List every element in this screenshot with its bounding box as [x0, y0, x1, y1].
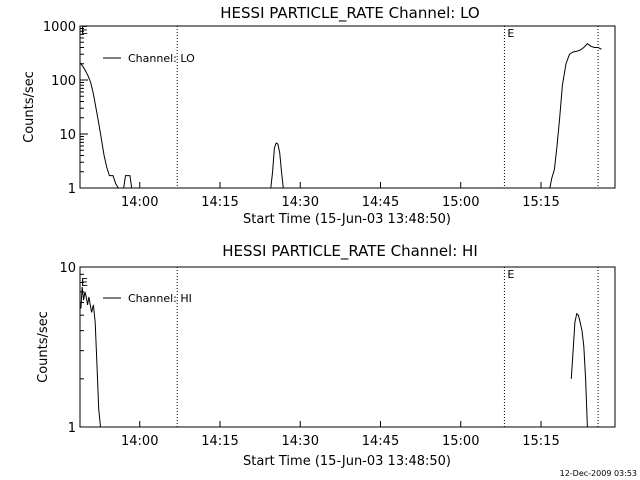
x-tick-label: 14:00 — [121, 195, 158, 210]
x-tick-label: 14:45 — [362, 434, 399, 449]
x-tick-label: 14:00 — [121, 434, 158, 449]
x-tick-label: 14:15 — [201, 195, 238, 210]
panel-hi-yticks: 1 10 — [59, 261, 88, 436]
y-tick-label: 1000 — [43, 20, 76, 35]
y-tick-label: 10 — [59, 261, 76, 276]
hi-corner-e-mark: E — [81, 276, 88, 289]
footer-timestamp: 12-Dec-2009 03:53 — [560, 469, 637, 478]
x-tick-label: 14:15 — [201, 434, 238, 449]
y-tick-label: 1 — [68, 421, 76, 436]
legend-entry-hi: Channel: HI — [128, 292, 192, 305]
x-tick-label: 14:30 — [282, 434, 319, 449]
panel-lo-ylabel: Counts/sec — [22, 71, 37, 143]
panel-hi-title: HESSI PARTICLE_RATE Channel: HI — [222, 242, 478, 261]
panel-lo-markers: E — [176, 26, 599, 188]
y-tick-label: 100 — [51, 74, 76, 89]
panel-lo-xlabel: Start Time (15-Jun-03 13:48:50) — [243, 212, 451, 227]
panel-lo-frame — [79, 25, 616, 189]
x-tick-label: 14:45 — [362, 195, 399, 210]
panel-lo-xticks: 14:00 14:15 14:30 14:45 15:00 15:15 — [121, 182, 560, 210]
event-marker-label: E — [507, 27, 514, 40]
x-tick-label: 14:30 — [282, 195, 319, 210]
lo-corner-e-mark: E — [81, 24, 88, 37]
x-tick-label: 15:00 — [442, 434, 479, 449]
event-marker-label: E — [507, 268, 514, 281]
panel-hi-xticks: 14:00 14:15 14:30 14:45 15:00 15:15 — [121, 421, 560, 449]
series-line-lo — [79, 43, 602, 189]
panel-lo-title: HESSI PARTICLE_RATE Channel: LO — [220, 4, 479, 23]
panel-hi: HESSI PARTICLE_RATE Channel: HI Counts/s… — [36, 242, 616, 469]
legend-entry-lo: Channel: LO — [128, 52, 195, 65]
y-tick-label: 1 — [68, 182, 76, 197]
panel-hi-markers: E — [176, 267, 599, 427]
panel-hi-xlabel: Start Time (15-Jun-03 13:48:50) — [243, 454, 451, 469]
x-tick-label: 15:15 — [522, 195, 559, 210]
y-tick-label: 10 — [59, 128, 76, 143]
x-tick-label: 15:00 — [442, 195, 479, 210]
panel-lo-yticks: 1 10 100 1000 — [43, 20, 88, 197]
panel-lo: HESSI PARTICLE_RATE Channel: LO Counts/s… — [22, 4, 616, 227]
x-tick-label: 15:15 — [522, 434, 559, 449]
panel-hi-frame — [79, 266, 616, 428]
panel-hi-ylabel: Counts/sec — [36, 311, 51, 383]
series-line-hi — [80, 286, 588, 428]
